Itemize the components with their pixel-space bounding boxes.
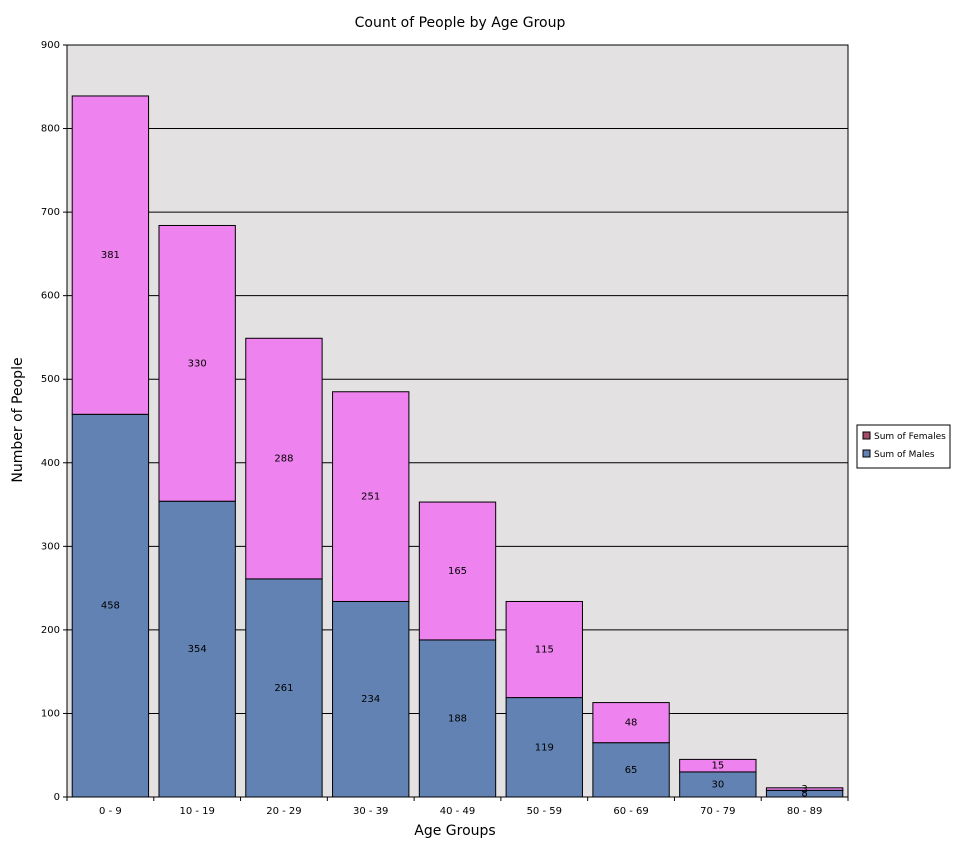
x-tick-label: 50 - 59	[527, 806, 562, 817]
x-tick-label: 30 - 39	[353, 806, 388, 817]
y-tick-label: 400	[41, 458, 60, 469]
bar-males	[158, 500, 236, 798]
bar-males	[332, 600, 410, 798]
bar-females	[765, 787, 844, 791]
data-label: 48	[625, 718, 638, 729]
y-tick-label: 200	[41, 625, 60, 636]
bar-females	[71, 95, 150, 415]
data-label: 234	[361, 694, 380, 705]
data-label: 188	[448, 713, 467, 724]
data-label: 8	[801, 789, 807, 800]
y-tick-label: 700	[41, 207, 60, 218]
bar-males	[245, 578, 323, 798]
bar-females	[158, 224, 236, 502]
data-label: 3	[801, 784, 807, 795]
y-tick-label: 0	[54, 792, 60, 803]
y-tick-label: 300	[41, 541, 60, 552]
bar-males	[418, 639, 497, 798]
data-label: 261	[274, 683, 293, 694]
y-tick-label: 100	[41, 708, 60, 719]
bar-females	[245, 337, 323, 580]
data-label: 288	[274, 454, 293, 465]
x-axis-label: Age Groups	[414, 823, 495, 839]
plot-area: 0 100 200 300 400 500 600 700 800 900 458 381 0 - 9 3…	[41, 40, 849, 817]
chart-title: Count of People by Age Group	[355, 15, 566, 31]
x-tick-label: 0 - 9	[99, 806, 122, 817]
legend-label: Sum of Males	[874, 450, 935, 460]
bar-females	[592, 702, 670, 744]
y-tick-label: 800	[41, 124, 60, 135]
y-tick-label: 500	[41, 374, 60, 385]
data-label: 458	[101, 601, 120, 612]
legend-label: Sum of Females	[874, 432, 946, 442]
y-tick-label: 900	[41, 40, 60, 51]
x-tick-label: 60 - 69	[613, 806, 648, 817]
data-label: 165	[448, 566, 467, 577]
bar-males	[679, 771, 757, 798]
data-label: 330	[188, 358, 207, 369]
data-label: 30	[711, 779, 724, 790]
x-tick-label: 70 - 79	[700, 806, 735, 817]
legend-swatch	[862, 431, 871, 440]
data-label: 354	[188, 644, 207, 655]
bar-females	[505, 600, 583, 699]
y-axis-label: Number of People	[10, 357, 26, 482]
x-tick-label: 40 - 49	[440, 806, 475, 817]
legend: Sum of Females Sum of Males	[856, 424, 951, 469]
bar-females	[418, 501, 497, 641]
data-label: 381	[101, 250, 120, 261]
data-label: 119	[535, 742, 554, 753]
x-tick-label: 20 - 29	[266, 806, 301, 817]
bar-females	[679, 758, 757, 773]
bar-females	[332, 391, 410, 602]
y-tick-label: 600	[41, 291, 60, 302]
data-label: 115	[535, 645, 554, 656]
data-label: 65	[625, 765, 638, 776]
x-tick-label: 10 - 19	[179, 806, 214, 817]
data-label: 15	[711, 761, 724, 772]
legend-swatch	[862, 449, 871, 458]
legend-box	[856, 424, 951, 469]
x-tick-label: 80 - 89	[787, 806, 822, 817]
data-label: 251	[361, 492, 380, 503]
